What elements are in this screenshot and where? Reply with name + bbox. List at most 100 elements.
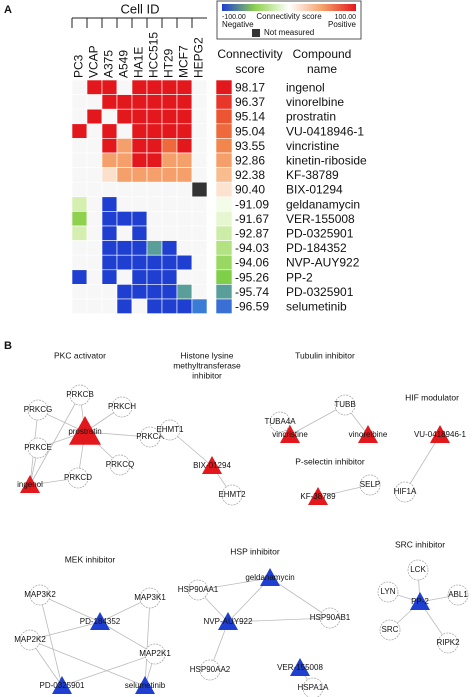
node-label: KF-38789 [300, 492, 336, 501]
node-label: HSP90AB1 [310, 613, 351, 622]
compound-name: KF-38789 [286, 168, 339, 182]
heatmap-cell [101, 240, 118, 256]
compound-name: prostratin [286, 110, 336, 124]
heatmap-cell [101, 225, 118, 241]
edge [61, 653, 156, 687]
compound-name: geldanamycin [286, 197, 360, 211]
gene-node [407, 559, 429, 581]
heatmap-cell [101, 254, 118, 271]
heatmap-cell [161, 181, 178, 198]
heatmap-cell [116, 181, 133, 198]
heatmap-cell [116, 196, 133, 212]
compound-name: BIX-01294 [286, 183, 343, 197]
heatmap-cell [191, 138, 208, 154]
heatmap-cell [86, 284, 103, 300]
heatmap-cell [131, 108, 148, 125]
edge [227, 617, 331, 623]
drug-node [358, 425, 378, 443]
panel-label: A [4, 4, 12, 16]
group-title: Histone lysine [181, 350, 234, 360]
node-label: MAP3K1 [134, 593, 166, 602]
heatmap-cell [71, 254, 88, 271]
heatmap-cell [161, 152, 178, 168]
edge [144, 597, 151, 687]
node-label: vinorelbine [349, 430, 388, 439]
heatmap-cell [116, 94, 133, 110]
cell-line: HEPG2 [192, 37, 206, 78]
heatmap-cell [176, 79, 193, 95]
heatmap-cell [191, 269, 208, 285]
score-swatch [215, 152, 233, 168]
score-swatch [215, 196, 233, 212]
group-title: Tubulin inhibitor [295, 350, 355, 360]
heatmap-cell [71, 138, 88, 154]
heatmap-cell [161, 94, 178, 110]
gene-node [139, 426, 161, 448]
compound-name: PD-0325901 [286, 226, 354, 240]
score: -95.26 [235, 270, 269, 284]
compound-name: VER-155008 [286, 212, 355, 226]
node-label: LCK [410, 565, 426, 574]
heatmap-cell [131, 211, 148, 227]
drug-node [52, 676, 72, 694]
heatmap-cell [116, 284, 133, 300]
heatmap-cell [101, 181, 118, 198]
compound-name: VU-0418946-1 [286, 124, 364, 138]
heatmap-cell [116, 138, 133, 154]
name-header: name [307, 62, 337, 76]
heatmap-cell [101, 196, 118, 212]
gene-node [144, 643, 166, 665]
node-label: HIF1A [394, 487, 417, 496]
node-label: LYN [381, 587, 396, 596]
node-label: prostratin [68, 427, 101, 436]
not-measured-swatch [252, 29, 260, 37]
node-label: PRKCD [64, 473, 92, 482]
group-title: HIF modulator [405, 392, 459, 402]
group-title: PKC activator [54, 350, 106, 360]
drug-node [280, 425, 300, 443]
heatmap-cell [101, 269, 118, 285]
heatmap-cell [131, 123, 148, 139]
edge [289, 404, 346, 436]
heatmap-cell [86, 269, 103, 285]
heatmap-cell [176, 152, 193, 168]
gene-node [111, 396, 133, 418]
heatmap-cell [71, 269, 88, 285]
heatmap-cell [116, 108, 133, 125]
gene-node [139, 587, 161, 609]
node-label: SRC [382, 625, 399, 634]
heatmap-cell [71, 240, 88, 256]
edge [39, 594, 101, 623]
heatmap-cell [101, 94, 118, 110]
node-label: MAP3K2 [24, 590, 56, 599]
score-swatch [215, 240, 233, 256]
drug-node [290, 658, 310, 676]
drug-node [410, 592, 430, 610]
gene-node [319, 607, 341, 629]
node-label: SELP [360, 480, 380, 489]
node-label: PRKCG [24, 405, 52, 414]
node-label: MAP2K2 [14, 635, 46, 644]
heatmap-cell [131, 254, 148, 271]
heatmap-cell [86, 167, 103, 183]
heatmap-cell [176, 254, 193, 271]
heatmap-cell [131, 167, 148, 183]
group-title: SRC inhibitor [395, 539, 445, 549]
gene-node [437, 632, 459, 654]
heatmap-cell [86, 240, 103, 256]
heatmap-cell [191, 196, 208, 212]
heatmap-cell [146, 123, 163, 139]
heatmap-cell [86, 79, 103, 95]
heatmap-cell [131, 240, 148, 256]
heatmap-cell [191, 123, 208, 139]
heatmap-cell [146, 79, 163, 95]
cell-line: HCC515 [147, 32, 161, 78]
gene-node [19, 629, 41, 651]
panel-label: B [4, 340, 12, 352]
cell-id-title: Cell ID [120, 1, 159, 16]
score-swatch [215, 284, 233, 300]
group-title: inhibitor [192, 370, 222, 380]
legend-title: Connectivity score [256, 12, 322, 21]
edge [29, 621, 101, 641]
